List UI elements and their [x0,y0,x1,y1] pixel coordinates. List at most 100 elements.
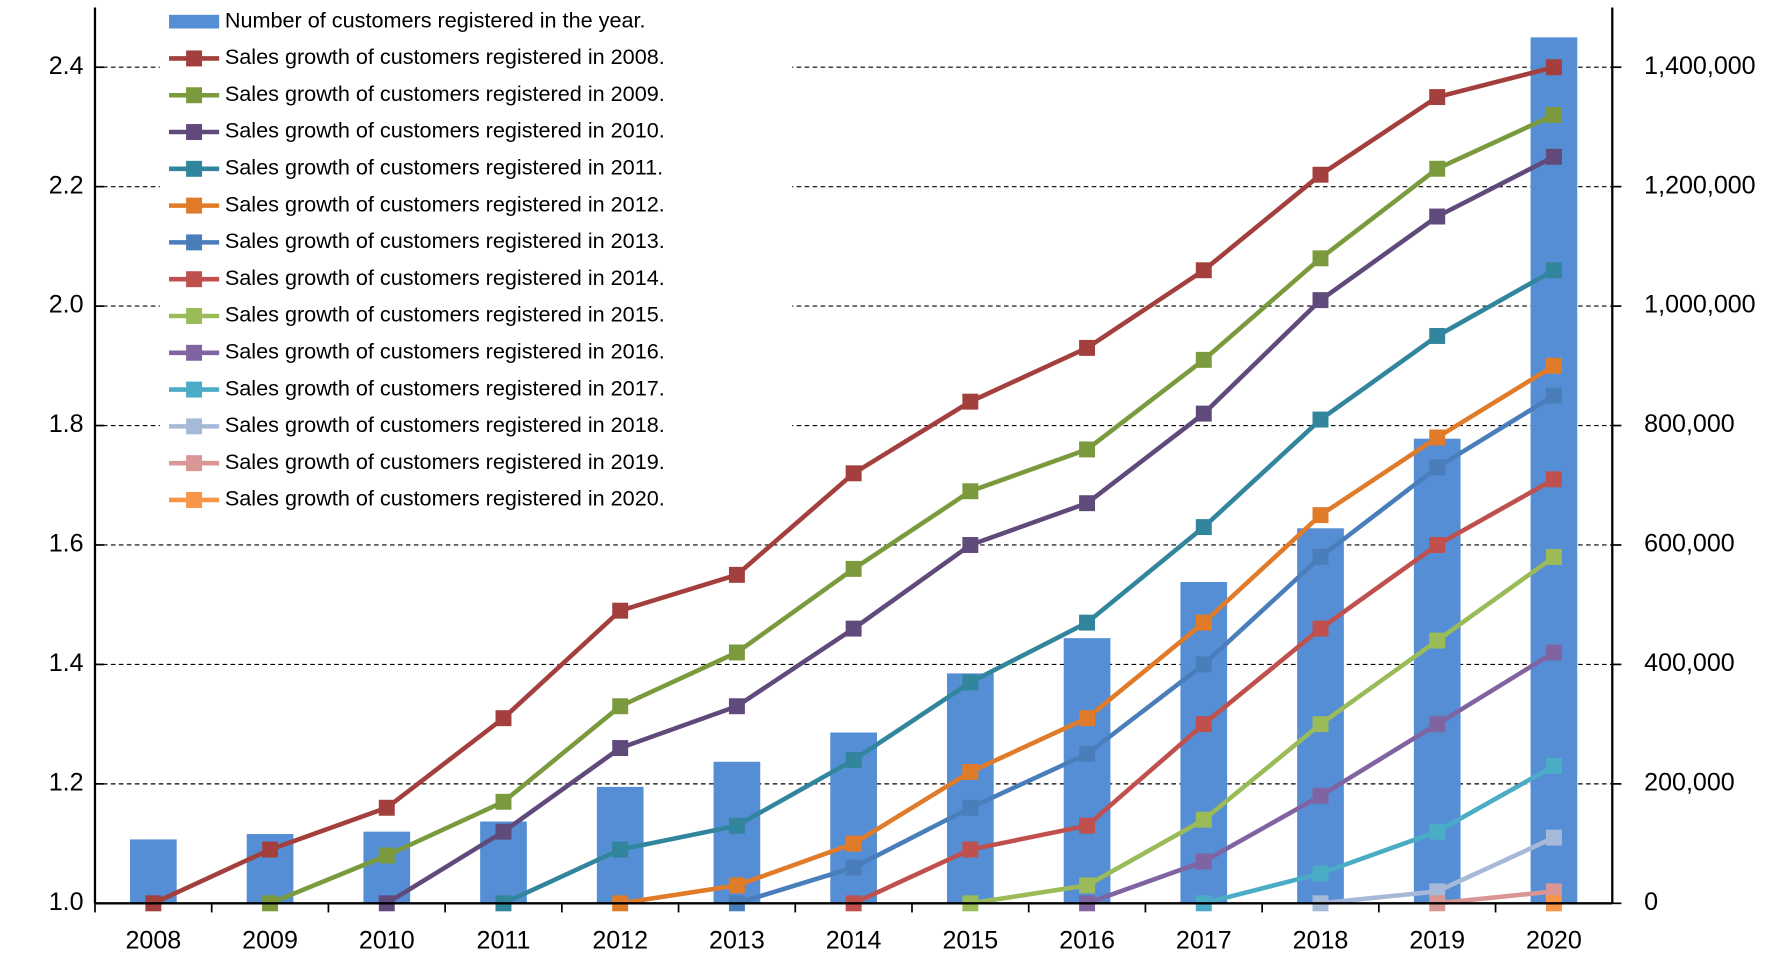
bar [129,839,177,904]
marker [1195,811,1212,828]
marker [1429,160,1446,177]
marker [845,859,862,876]
marker [1079,746,1096,762]
x-tick-label: 2012 [592,927,648,955]
y-tick-label: 1.8 [49,410,84,438]
legend-label: Sales growth of customers registered in … [225,449,665,474]
marker [1545,148,1562,165]
marker [728,877,745,894]
line [1436,889,1555,906]
bar [1297,528,1344,904]
bar [1063,638,1111,904]
y-tick-label: 1.4 [49,649,84,677]
x-tick-label: 2017 [1176,927,1232,955]
marker [728,566,745,583]
y2-tick-label: 200,000 [1644,769,1735,797]
legend-label: Sales growth of customers registered in … [225,375,665,400]
legend-label: Number of customers registered in the ye… [225,7,646,32]
bar [947,673,994,904]
y-tick-label: 1.0 [49,888,84,916]
marker [962,537,979,553]
legend-label: Sales growth of customers registered in … [225,155,663,180]
x-tick-label: 2013 [709,927,765,955]
line [970,555,1556,906]
marker [612,602,629,619]
marker [1312,250,1329,267]
marker [1195,351,1212,368]
marker [1195,853,1212,870]
marker [1079,495,1096,512]
legend-marker [186,124,203,140]
line [736,393,1556,906]
marker [1429,429,1446,446]
legend-marker [186,308,203,324]
y2-tick-label: 400,000 [1644,649,1735,677]
y2-tick-label: 0 [1644,888,1658,916]
legend-marker [186,418,203,435]
marker [1312,166,1329,183]
x-tick-label: 2014 [826,927,882,955]
marker [1195,716,1212,733]
x-tick-label: 2009 [242,927,298,955]
marker [495,710,512,727]
legend-label: Sales growth of customers registered in … [225,118,665,143]
marker [1079,339,1096,356]
x-tick-label: 2020 [1526,927,1582,955]
legend-marker [186,455,203,472]
y2-tick-label: 1,400,000 [1644,52,1755,80]
marker [962,841,979,858]
marker [1429,327,1446,344]
y2-tick-label: 1,000,000 [1644,291,1755,319]
line [502,268,1556,906]
marker [1079,710,1096,727]
x-tick-label: 2018 [1293,927,1349,955]
marker [1195,614,1212,631]
grid [94,66,1613,785]
x-tick-label: 2010 [359,927,415,955]
legend-box [159,4,793,520]
marker [1312,716,1329,733]
legend-label: Sales growth of customers registered in … [225,191,665,216]
marker [962,763,979,780]
marker [1079,877,1096,894]
marker [1545,59,1562,76]
marker [845,620,862,637]
marker [1079,441,1096,458]
marker [962,483,979,500]
marker [612,698,629,715]
legend-marker [186,491,203,508]
marker [495,823,512,840]
marker [728,817,745,834]
marker [1429,716,1446,733]
y-tick-label: 2.0 [49,291,84,319]
y-tick-label: 1.6 [49,530,84,558]
legend-marker [186,344,203,361]
marker [1195,262,1212,279]
marker [1312,548,1329,565]
legend-marker [186,381,203,398]
marker [1429,208,1446,225]
marker [1429,632,1446,649]
legend-marker [186,160,203,177]
marker [1545,471,1562,488]
y-tick-label: 2.2 [49,171,84,199]
marker [1429,537,1446,553]
marker [1545,644,1562,661]
marker [1312,507,1329,524]
marker [1312,411,1329,428]
marker [728,644,745,661]
legend-label: Sales growth of customers registered in … [225,81,665,106]
y2-tick-label: 600,000 [1644,530,1735,558]
marker [1195,519,1212,536]
marker [495,793,512,810]
y2-tick-label: 1,200,000 [1644,171,1755,199]
marker [612,841,629,858]
legend-label: Sales growth of customers registered in … [225,486,665,511]
marker [1195,405,1212,422]
x-tick-label: 2008 [125,927,181,955]
marker [1312,620,1329,637]
marker [262,841,279,858]
legend-label: Sales growth of customers registered in … [225,44,665,69]
line [1203,763,1556,906]
